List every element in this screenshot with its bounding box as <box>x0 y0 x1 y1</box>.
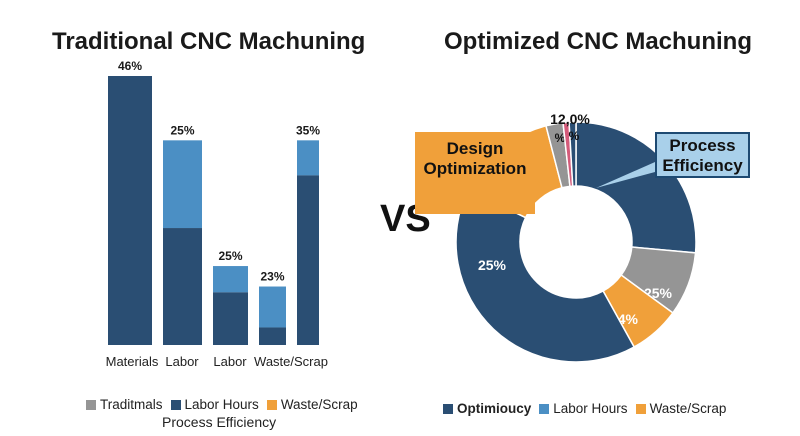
bar-segment-dark-3 <box>259 327 286 345</box>
bar-value-label-3: 23% <box>260 270 284 284</box>
bar-value-label-1: 25% <box>170 123 194 137</box>
bar-segment-light-1 <box>163 140 202 229</box>
bar-segment-dark-1 <box>163 228 202 345</box>
bar-category-label-3: Waste/Scrap <box>254 354 328 369</box>
legend-label-labor-hours: Labor Hours <box>184 397 259 412</box>
process-callout-pointer <box>596 162 655 188</box>
donut-slice-2 <box>602 274 674 349</box>
donut-slice-3 <box>455 188 636 363</box>
donut-slice-label-2: 24% <box>610 311 639 327</box>
left-legend-subtitle: Process Efficiency <box>162 414 277 430</box>
donut-slice-label-3: 25% <box>478 257 507 273</box>
donut-slice-1 <box>620 246 697 314</box>
donut-slice-label-1: 25% <box>644 285 673 301</box>
bar-segment-dark-0 <box>108 76 152 345</box>
legend-label-traditmals: Traditmals <box>100 397 163 412</box>
bar-segment-dark-4 <box>297 175 319 345</box>
bar-chart: 46% 25% 25% 23% 35% Materials Labor Labor Waste/… <box>106 59 328 369</box>
bar-value-label-4: 35% <box>296 123 320 137</box>
bar-category-label-0: Materials <box>106 354 159 369</box>
legend-swatch-waste-scrap <box>266 399 277 410</box>
bar-segment-light-4 <box>297 140 319 176</box>
legend-label-waste-scrap: Waste/Scrap <box>280 397 358 412</box>
donut-top-label: 12,0% <box>550 111 590 127</box>
legend-swatch-labor-hours-right <box>539 403 550 414</box>
left-legend: Traditmals Labor Hours Waste/Scrap <box>86 397 358 412</box>
donut-slice-6 <box>562 121 574 188</box>
right-legend: Optimioucy Labor Hours Waste/Scrap <box>443 401 726 416</box>
bar-segment-light-3 <box>259 286 286 328</box>
design-optimization-callout: Design Optimization <box>415 132 535 214</box>
left-chart-title: Traditional CNC Machuning <box>52 28 366 55</box>
bar-category-label-1: Labor <box>165 354 199 369</box>
donut-slice-5 <box>545 121 571 189</box>
legend-label-optimioucy: Optimioucy <box>457 401 532 416</box>
bar-value-label-2: 25% <box>218 249 242 263</box>
legend-swatch-optimioucy <box>443 403 453 414</box>
legend-swatch-labor-hours <box>170 399 181 410</box>
bar-segment-dark-2 <box>213 292 248 345</box>
design-callout-pointer <box>534 179 549 193</box>
bar-value-label-0: 46% <box>118 59 142 73</box>
donut-slice-label-0: 1,0% <box>652 249 684 265</box>
right-chart-title: Optimized CNC Machuning <box>444 28 752 55</box>
donut-slice-label-7: % <box>569 129 580 143</box>
legend-swatch-waste-scrap-right <box>635 403 646 414</box>
donut-slice-7 <box>568 121 577 187</box>
donut-slice-label-5: % <box>555 131 566 145</box>
bar-segment-light-2 <box>213 266 248 293</box>
process-efficiency-callout: Process Efficiency <box>655 132 750 178</box>
legend-label-labor-hours-right: Labor Hours <box>553 401 628 416</box>
bar-category-label-2: Labor <box>213 354 247 369</box>
legend-label-waste-scrap-right: Waste/Scrap <box>649 401 727 416</box>
legend-swatch-traditmals <box>86 399 96 410</box>
